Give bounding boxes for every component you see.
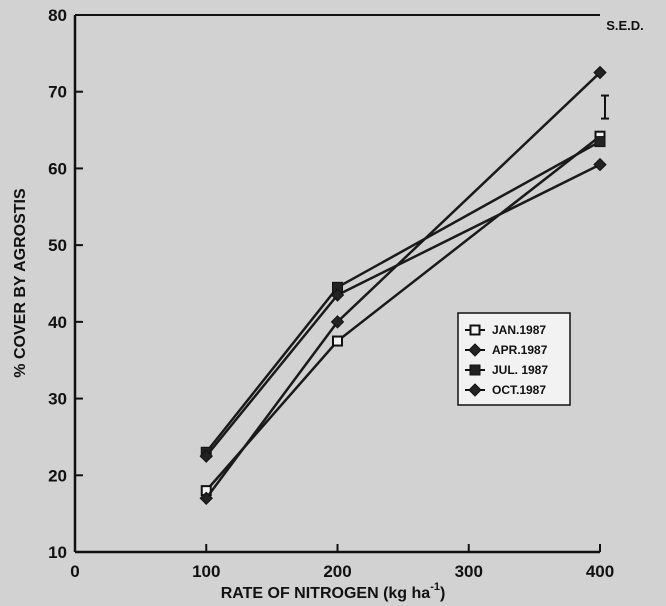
y-tick-label: 10: [48, 543, 67, 562]
y-tick-label: 70: [48, 83, 67, 102]
x-tick-label: 200: [323, 562, 351, 581]
y-tick-label: 80: [48, 6, 67, 25]
legend-marker-4: [468, 383, 482, 397]
legend-items: JAN.1987 APR.1987 JUL. 1987 OCT.1987: [465, 323, 548, 397]
series-2-point: [330, 315, 345, 329]
series-4-point: [199, 449, 213, 463]
series-group: [199, 65, 607, 506]
y-tick-label: 30: [48, 390, 67, 409]
x-axis-title-superscript: -1: [430, 581, 440, 593]
series-2-point: [199, 491, 213, 506]
x-tick-label: 400: [586, 562, 614, 581]
sed-label: S.E.D.: [606, 18, 644, 33]
x-axis-title-suffix: ): [440, 585, 445, 602]
series-1-point: [332, 335, 343, 347]
x-tick-label: 100: [192, 562, 220, 581]
x-axis-ticks: 0 100 200 300 400: [70, 544, 614, 581]
legend-label-2: APR.1987: [492, 343, 548, 357]
legend-label-4: OCT.1987: [492, 383, 546, 397]
y-tick-label: 40: [48, 313, 67, 332]
series-4-point: [330, 288, 345, 302]
y-tick-label: 20: [48, 466, 67, 485]
y-axis-ticks: 10 20 30 40 50 60 70 80: [48, 6, 83, 562]
x-axis-title: RATE OF NITROGEN (kg ha-1): [221, 581, 446, 602]
series-3-point: [594, 136, 606, 148]
legend: JAN.1987 APR.1987 JUL. 1987 OCT.1987: [457, 312, 571, 406]
legend-marker-1: [469, 324, 481, 336]
sed-error-bar: [601, 94, 609, 120]
legend-label-1: JAN.1987: [492, 323, 546, 337]
y-tick-label: 60: [48, 159, 67, 178]
x-axis-title-main: RATE OF NITROGEN (kg ha: [221, 585, 431, 602]
legend-label-3: JUL. 1987: [492, 363, 548, 377]
series-line-4: [205, 163, 601, 457]
x-tick-label: 0: [70, 562, 79, 581]
legend-marker-3: [469, 364, 481, 376]
legend-marker-2: [468, 343, 482, 357]
series-4-point: [593, 157, 607, 172]
series-line-2: [205, 71, 601, 500]
y-axis-title: % COVER BY AGROSTIS: [12, 188, 29, 378]
series-2-point: [593, 65, 607, 80]
x-tick-label: 300: [455, 562, 483, 581]
y-tick-label: 50: [48, 236, 67, 255]
